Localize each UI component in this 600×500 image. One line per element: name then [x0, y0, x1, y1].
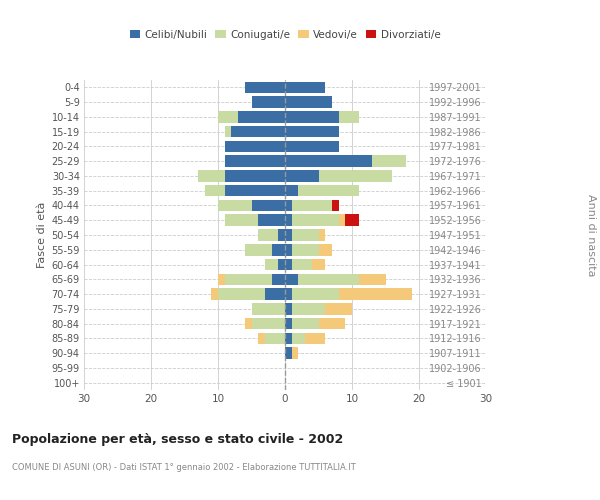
Bar — [265, 259, 278, 270]
Bar — [225, 140, 285, 152]
Bar — [218, 288, 265, 300]
Bar — [285, 303, 292, 314]
Bar — [265, 288, 285, 300]
Bar — [211, 288, 218, 300]
Bar — [292, 303, 325, 314]
Y-axis label: Fasce di età: Fasce di età — [37, 202, 47, 268]
Bar — [265, 332, 285, 344]
Bar — [285, 348, 292, 359]
Bar — [225, 274, 272, 285]
Bar — [278, 259, 285, 270]
Bar — [292, 229, 319, 241]
Bar — [285, 126, 338, 138]
Bar — [305, 332, 325, 344]
Bar — [319, 229, 325, 241]
Bar — [258, 332, 265, 344]
Bar — [285, 244, 292, 256]
Bar — [278, 229, 285, 241]
Bar — [251, 96, 285, 108]
Bar — [251, 318, 285, 330]
Bar — [225, 170, 285, 181]
Bar — [225, 214, 258, 226]
Bar — [346, 214, 359, 226]
Bar — [285, 200, 292, 211]
Bar — [251, 200, 285, 211]
Bar — [205, 185, 225, 196]
Bar — [332, 200, 338, 211]
Bar — [285, 185, 298, 196]
Bar — [285, 96, 332, 108]
Bar — [292, 214, 338, 226]
Bar — [372, 156, 406, 167]
Text: Anni di nascita: Anni di nascita — [586, 194, 596, 276]
Bar — [292, 200, 332, 211]
Bar — [319, 318, 346, 330]
Bar — [338, 214, 346, 226]
Bar — [292, 348, 298, 359]
Bar — [285, 156, 372, 167]
Bar — [232, 126, 285, 138]
Bar — [238, 111, 285, 122]
Bar — [258, 229, 278, 241]
Bar — [298, 185, 359, 196]
Bar — [218, 274, 225, 285]
Bar — [251, 303, 285, 314]
Bar — [292, 332, 305, 344]
Text: COMUNE DI ASUNI (OR) - Dati ISTAT 1° gennaio 2002 - Elaborazione TUTTITALIA.IT: COMUNE DI ASUNI (OR) - Dati ISTAT 1° gen… — [12, 462, 356, 471]
Bar — [245, 318, 251, 330]
Bar — [272, 274, 285, 285]
Bar — [285, 259, 292, 270]
Bar — [218, 111, 238, 122]
Bar — [285, 111, 338, 122]
Bar — [292, 259, 312, 270]
Bar — [245, 82, 285, 93]
Text: Popolazione per età, sesso e stato civile - 2002: Popolazione per età, sesso e stato civil… — [12, 432, 343, 446]
Bar — [285, 274, 298, 285]
Bar — [285, 140, 338, 152]
Bar — [319, 244, 332, 256]
Bar — [245, 244, 272, 256]
Bar — [225, 156, 285, 167]
Bar — [338, 111, 359, 122]
Bar — [218, 200, 251, 211]
Bar — [285, 82, 325, 93]
Bar — [272, 244, 285, 256]
Bar — [225, 126, 232, 138]
Bar — [285, 214, 292, 226]
Bar — [325, 303, 352, 314]
Bar — [359, 274, 386, 285]
Bar — [258, 214, 285, 226]
Bar — [198, 170, 225, 181]
Bar — [285, 288, 292, 300]
Bar — [285, 229, 292, 241]
Bar — [285, 170, 319, 181]
Bar — [338, 288, 412, 300]
Bar — [292, 318, 319, 330]
Bar — [298, 274, 359, 285]
Bar — [285, 332, 292, 344]
Bar — [312, 259, 325, 270]
Bar — [319, 170, 392, 181]
Bar — [225, 185, 285, 196]
Bar — [285, 318, 292, 330]
Bar — [292, 288, 338, 300]
Legend: Celibi/Nubili, Coniugati/e, Vedovi/e, Divorziati/e: Celibi/Nubili, Coniugati/e, Vedovi/e, Di… — [125, 26, 445, 44]
Bar — [292, 244, 319, 256]
